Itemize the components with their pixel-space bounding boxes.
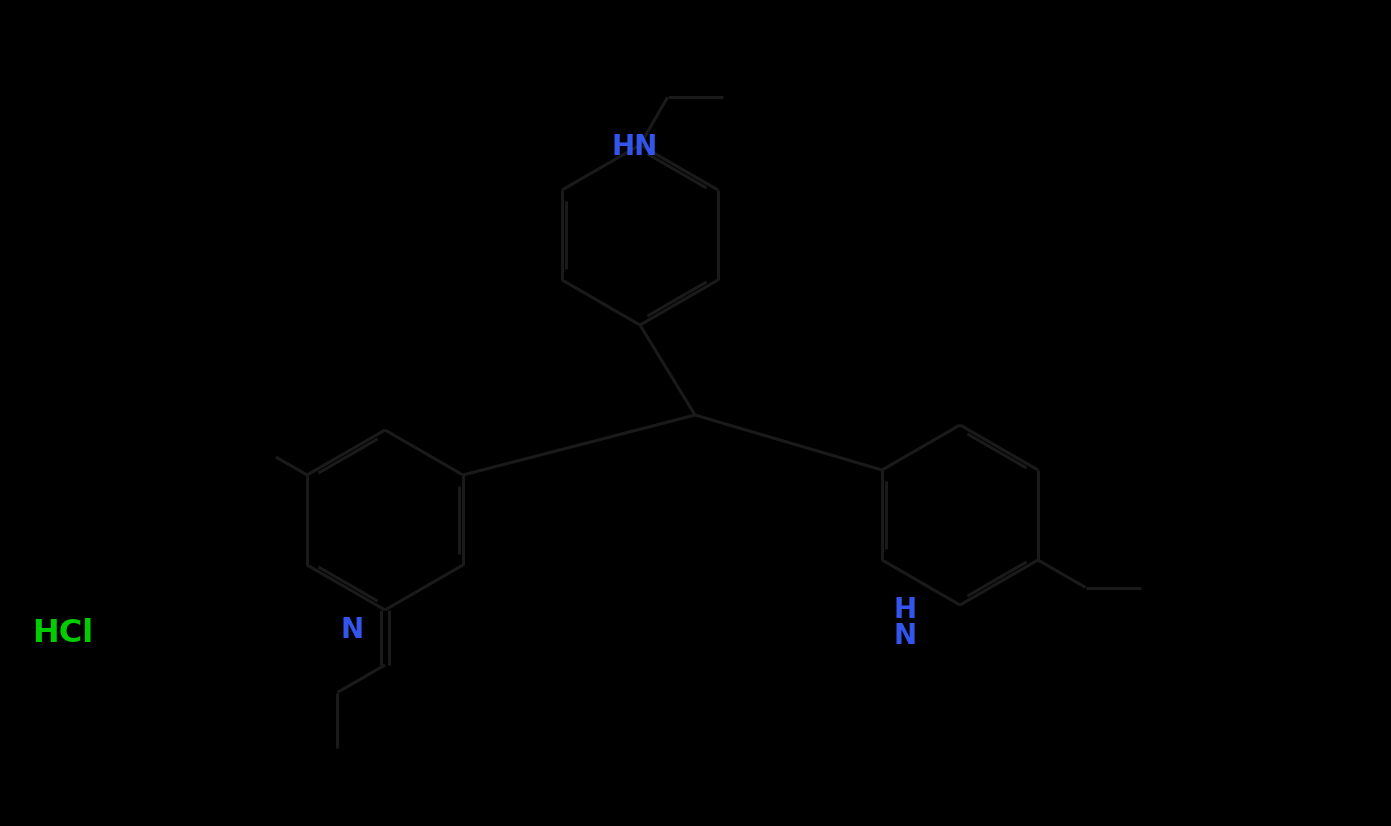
- Text: H
N: H N: [893, 596, 917, 650]
- Text: N: N: [341, 616, 363, 644]
- Text: HN: HN: [612, 133, 658, 161]
- Text: HCl: HCl: [32, 618, 93, 648]
